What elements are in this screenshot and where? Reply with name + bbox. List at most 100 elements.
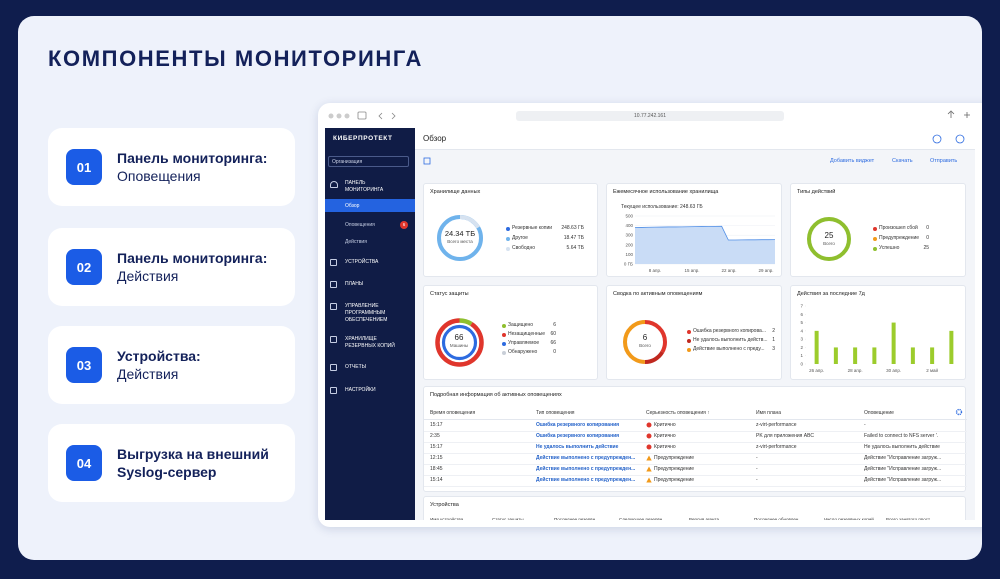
table-cell: 15:17 (430, 422, 443, 428)
table-cell: Предупреждение (654, 455, 695, 461)
legend-name: Не удалось выполнить действ... (693, 337, 768, 343)
row-rule (424, 464, 967, 465)
legend-value: 0 (926, 235, 929, 241)
center-label: Всего (823, 241, 835, 246)
sidebar-icon (330, 364, 337, 371)
warning-icon (646, 455, 652, 461)
column-header[interactable]: Имя плана (756, 410, 782, 416)
x-tick-label: 30 апр. (886, 368, 901, 373)
legend-value: 6 (553, 322, 556, 328)
column-header[interactable]: Версия агента (689, 517, 720, 520)
column-header[interactable]: Время оповещения (430, 410, 476, 416)
feature-subtitle: Действия (117, 366, 179, 382)
severity-icon (646, 477, 652, 483)
legend-value: 66 (550, 340, 556, 346)
sidebar-item[interactable]: УПРАВЛЕНИЕ ПРОГРАММНЫМ ОБЕСПЕЧЕНИЕМ (345, 303, 388, 323)
severity-icon (646, 422, 652, 428)
feature-card[interactable]: 03 Устройства: Действия (48, 326, 295, 404)
column-header[interactable]: Оповещение (864, 410, 894, 416)
legend-value: 0 (553, 349, 556, 355)
critical-icon (646, 433, 652, 439)
column-header[interactable]: Тип оповещения (536, 410, 575, 416)
alert-type-link[interactable]: Ошибка резервного копирования (536, 422, 620, 428)
alert-type-link[interactable]: Не удалось выполнить действие (536, 444, 619, 450)
table-cell: - (756, 477, 758, 483)
column-header[interactable]: Всего занятого прост... (886, 517, 934, 520)
column-header[interactable]: Число резервных копий (824, 517, 874, 520)
table-cell: PK для приложения ABC (756, 433, 815, 439)
widget: Типы действий 25 Всего Произошел сбой 0 Преду… (790, 183, 966, 277)
table-cell: z-virt-performance (756, 422, 797, 428)
sidebar-subitem[interactable]: Оповещения (345, 222, 375, 228)
alert-type-link[interactable]: Ошибка резервного копирования (536, 433, 620, 439)
column-header[interactable]: Последнее обновлен... (754, 517, 803, 520)
y-tick-label: 1 (800, 353, 803, 358)
table-cell: 18:45 (430, 466, 443, 472)
feature-subtitle: Действия (117, 268, 179, 284)
x-tick-label: 28 апр. (848, 368, 863, 373)
alert-type-link[interactable]: Действие выполнено с предупрежден... (536, 455, 636, 461)
feature-subtitle: Оповещения (117, 168, 201, 184)
legend-dot (502, 350, 506, 355)
legend-dot (873, 226, 877, 231)
column-header[interactable]: Статус защиты (492, 517, 524, 520)
sidebar-icon (330, 387, 337, 394)
org-select[interactable]: Организация (328, 156, 409, 167)
column-header[interactable]: Последнее резервн... (554, 517, 599, 520)
sidebar-item[interactable]: ХРАНИЛИЩЕ РЕЗЕРВНЫХ КОПИЙ (345, 336, 395, 349)
column-header[interactable]: Имя устройства (430, 517, 464, 520)
donut (623, 320, 667, 364)
sidebar-item[interactable]: УСТРОЙСТВА (345, 259, 379, 265)
alert-type-link[interactable]: Действие выполнено с предупрежден... (536, 477, 636, 483)
legend-dot (873, 246, 877, 251)
section-label[interactable]: ПАНЕЛЬ МОНИТОРИНГА (345, 180, 384, 193)
donut-segment (623, 320, 667, 364)
url-bar[interactable]: 10.77.242.161 (516, 111, 784, 121)
filter-icon[interactable] (423, 157, 433, 167)
donut-segment (623, 320, 667, 364)
app-header (415, 128, 975, 150)
feature-card[interactable]: 01 Панель мониторинга: Оповещения (48, 128, 295, 206)
column-header[interactable]: Следующее резервн... (619, 517, 666, 520)
toolbar-action[interactable]: Отправить (930, 158, 958, 164)
x-tick-label: 8 апр. (649, 268, 661, 273)
feature-card[interactable]: 02 Панель мониторинга: Действия (48, 228, 295, 306)
donut (807, 217, 851, 261)
widget: Подробная информация об активных оповеще… (423, 386, 967, 492)
sidebar: КИБЕРПРОТЕКТ Организация ПАНЕЛЬ МОНИТОРИНГ… (325, 128, 415, 520)
y-tick-label: 6 (800, 312, 803, 317)
center-label: Всего (639, 343, 651, 348)
toolbar-action[interactable]: Добавить виджет (830, 158, 875, 164)
sidebar-item[interactable]: НАСТРОЙКИ (345, 387, 376, 393)
sidebar-item[interactable]: ПЛАНЫ (345, 281, 364, 287)
donut (434, 317, 484, 367)
panel: КОМПОНЕНТЫ МОНИТОРИНГА 10.77.242.161 КИБ… (18, 16, 982, 560)
center-value: 6 (642, 333, 648, 342)
feature-subtitle: Syslog-сервер (117, 464, 217, 480)
row-rule (424, 475, 967, 476)
header-icons (932, 134, 965, 144)
sidebar-subitem[interactable]: Обзор (345, 203, 360, 209)
sidebar-item[interactable]: ОТЧЕТЫ (345, 364, 367, 370)
bar (853, 347, 858, 364)
legend-name: Действие выполнено с преду... (693, 346, 765, 352)
feature-card[interactable]: 04 Выгрузка на внешний Syslog-сервер (48, 424, 295, 502)
content: Обзор Добавить виджет Скачать Отправить Хра… (415, 128, 975, 520)
sidebar-subitem[interactable]: Действия (345, 239, 367, 245)
gear (955, 408, 963, 416)
widget: Устройства Имя устройства Статус защиты Пос… (423, 496, 966, 520)
alert-type-link[interactable]: Действие выполнено с предупрежден... (536, 466, 636, 472)
y-tick-label: 0 (800, 362, 803, 367)
legend-dot (506, 236, 510, 241)
table-cell: 15:17 (430, 444, 443, 450)
legend-name: Ошибка резервного копирова... (693, 328, 766, 334)
column-header[interactable]: Серьезность оповещения ↑ (646, 410, 710, 416)
severity-icon (646, 433, 652, 439)
toolbar-action[interactable]: Скачать (892, 158, 913, 164)
x-tick-label: 2 май (926, 367, 938, 373)
widget-title: Ежемесячное использование хранилища (613, 189, 719, 195)
area (635, 226, 775, 264)
bar (949, 330, 954, 364)
settings-gear (955, 408, 963, 416)
y-tick-label: 3 (800, 337, 803, 342)
